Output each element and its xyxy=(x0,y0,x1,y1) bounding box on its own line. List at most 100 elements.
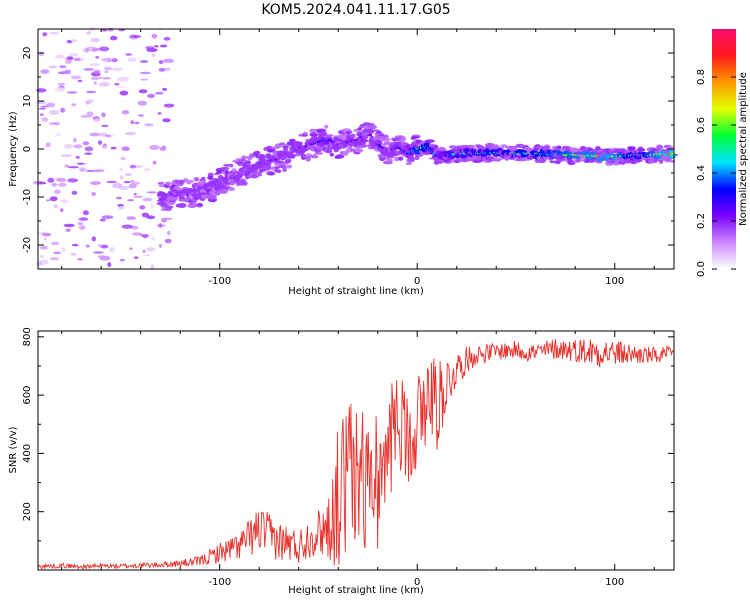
heatmap-speckle xyxy=(36,262,43,266)
heatmap-speckle xyxy=(72,243,79,247)
heatmap-halo xyxy=(314,152,324,155)
heatmap-halo xyxy=(208,194,217,200)
heatmap-speckle xyxy=(130,35,142,38)
heatmap-speckle xyxy=(93,69,101,74)
heatmap-speckle xyxy=(124,173,132,176)
snr-series-line xyxy=(38,339,674,570)
heatmap-speckle xyxy=(129,247,133,250)
heatmap-speckle xyxy=(119,258,126,262)
x-tick-label: 0 xyxy=(414,276,420,287)
heatmap-speckle xyxy=(61,247,66,253)
heatmap-speckle xyxy=(120,156,126,161)
heatmap-speckle xyxy=(103,66,112,71)
heatmap-speckle xyxy=(60,199,70,204)
heatmap-speckle xyxy=(77,79,83,83)
y-tick-label: 600 xyxy=(22,386,33,405)
heatmap-speckle xyxy=(123,181,131,184)
heatmap-speckle xyxy=(125,53,133,56)
heatmap-speckle xyxy=(84,100,91,105)
heatmap-speckle xyxy=(68,52,79,57)
heatmap-speckle xyxy=(109,35,118,41)
heatmap-halo xyxy=(201,176,206,180)
heatmap-halo xyxy=(191,202,197,206)
colorbar-tick-label: 0.2 xyxy=(696,213,707,229)
heatmap-speckle xyxy=(86,90,97,94)
heatmap-speckle xyxy=(99,218,106,222)
heatmap-speckle xyxy=(158,60,164,65)
heatmap-speckle xyxy=(47,177,55,183)
heatmap-speckle xyxy=(163,36,171,41)
heatmap-halo xyxy=(324,124,329,129)
colorbar-tick-label: 0.8 xyxy=(696,69,707,85)
heatmap-speckle xyxy=(48,65,57,69)
heatmap-speckle xyxy=(67,166,79,169)
y-tick-label: 800 xyxy=(22,327,33,346)
heatmap-speckle xyxy=(141,212,150,218)
heatmap-speckle xyxy=(97,140,103,145)
heatmap-halo xyxy=(312,153,317,159)
heatmap-speckle xyxy=(90,181,101,186)
heatmap-speckle xyxy=(73,137,77,143)
heatmap-speckle xyxy=(67,56,74,61)
heatmap-halo xyxy=(207,175,214,180)
heatmap-speckle xyxy=(75,155,80,159)
heatmap-halo xyxy=(193,177,200,182)
heatmap-halo xyxy=(368,124,377,130)
heatmap-speckle xyxy=(127,199,135,202)
x-tick-label: 100 xyxy=(605,276,624,287)
y-tick-label: 20 xyxy=(22,47,33,60)
heatmap-speckle xyxy=(77,222,84,225)
heatmap-halo xyxy=(282,166,287,173)
heatmap-speckle xyxy=(118,205,125,210)
heatmap-speckle xyxy=(50,241,60,246)
heatmap-speckle xyxy=(111,67,123,72)
heatmap-speckle xyxy=(71,103,76,107)
heatmap-speckle xyxy=(54,87,66,92)
heatmap-speckle xyxy=(54,189,61,195)
heatmap-halo xyxy=(356,148,364,153)
heatmap-speckle xyxy=(153,45,159,48)
figure-title: KOM5.2024.041.11.17.G05 xyxy=(261,2,450,18)
heatmap-halo xyxy=(544,145,550,149)
heatmap-speckle xyxy=(40,105,49,108)
heatmap-speckle xyxy=(151,53,156,57)
spectrogram-y-ticks: -20 -10 0 10 20 xyxy=(22,28,674,270)
heatmap-halo xyxy=(380,137,391,142)
heatmap-speckle xyxy=(38,181,47,185)
heatmap-speckle xyxy=(93,118,101,122)
heatmap-speckle xyxy=(107,262,112,268)
heatmap-speckle xyxy=(119,90,129,96)
heatmap-speckle xyxy=(73,57,82,62)
heatmap-speckle xyxy=(146,48,158,53)
heatmap-speckle xyxy=(39,254,45,258)
heatmap-speckle xyxy=(163,103,175,108)
snr-y-ticks: 200 400 600 800 xyxy=(22,327,674,542)
heatmap-speckle xyxy=(144,123,154,127)
heatmap-ridge-mid xyxy=(365,128,375,134)
heatmap-speckle xyxy=(41,117,49,122)
heatmap-speckle xyxy=(124,131,136,136)
heatmap-halo xyxy=(361,144,368,148)
heatmap-halo xyxy=(229,163,234,168)
heatmap-halo xyxy=(219,188,229,194)
heatmap-speckle xyxy=(65,59,72,64)
heatmap-halo xyxy=(283,147,289,152)
y-tick-label: -10 xyxy=(22,189,33,205)
heatmap-speckle xyxy=(119,175,124,180)
heatmap-speckle xyxy=(161,145,166,149)
heatmap-halo xyxy=(587,148,595,151)
heatmap-speckle xyxy=(130,120,134,125)
heatmap-halo xyxy=(281,145,290,149)
colorbar-label: Normalized spectral amplitude xyxy=(738,72,749,226)
colorbar-ticks: 0.0 0.2 0.4 0.6 0.8 xyxy=(696,69,736,277)
heatmap-halo xyxy=(196,202,204,208)
heatmap-speckle xyxy=(79,167,87,173)
heatmap-halo xyxy=(302,131,308,136)
heatmap-halo xyxy=(438,146,446,150)
heatmap-speckle xyxy=(134,121,140,125)
heatmap-ridge-core xyxy=(670,152,675,156)
heatmap-speckle xyxy=(71,190,78,195)
heatmap-speckle xyxy=(159,44,168,48)
heatmap-halo xyxy=(228,187,236,192)
heatmap-speckle xyxy=(149,145,160,150)
